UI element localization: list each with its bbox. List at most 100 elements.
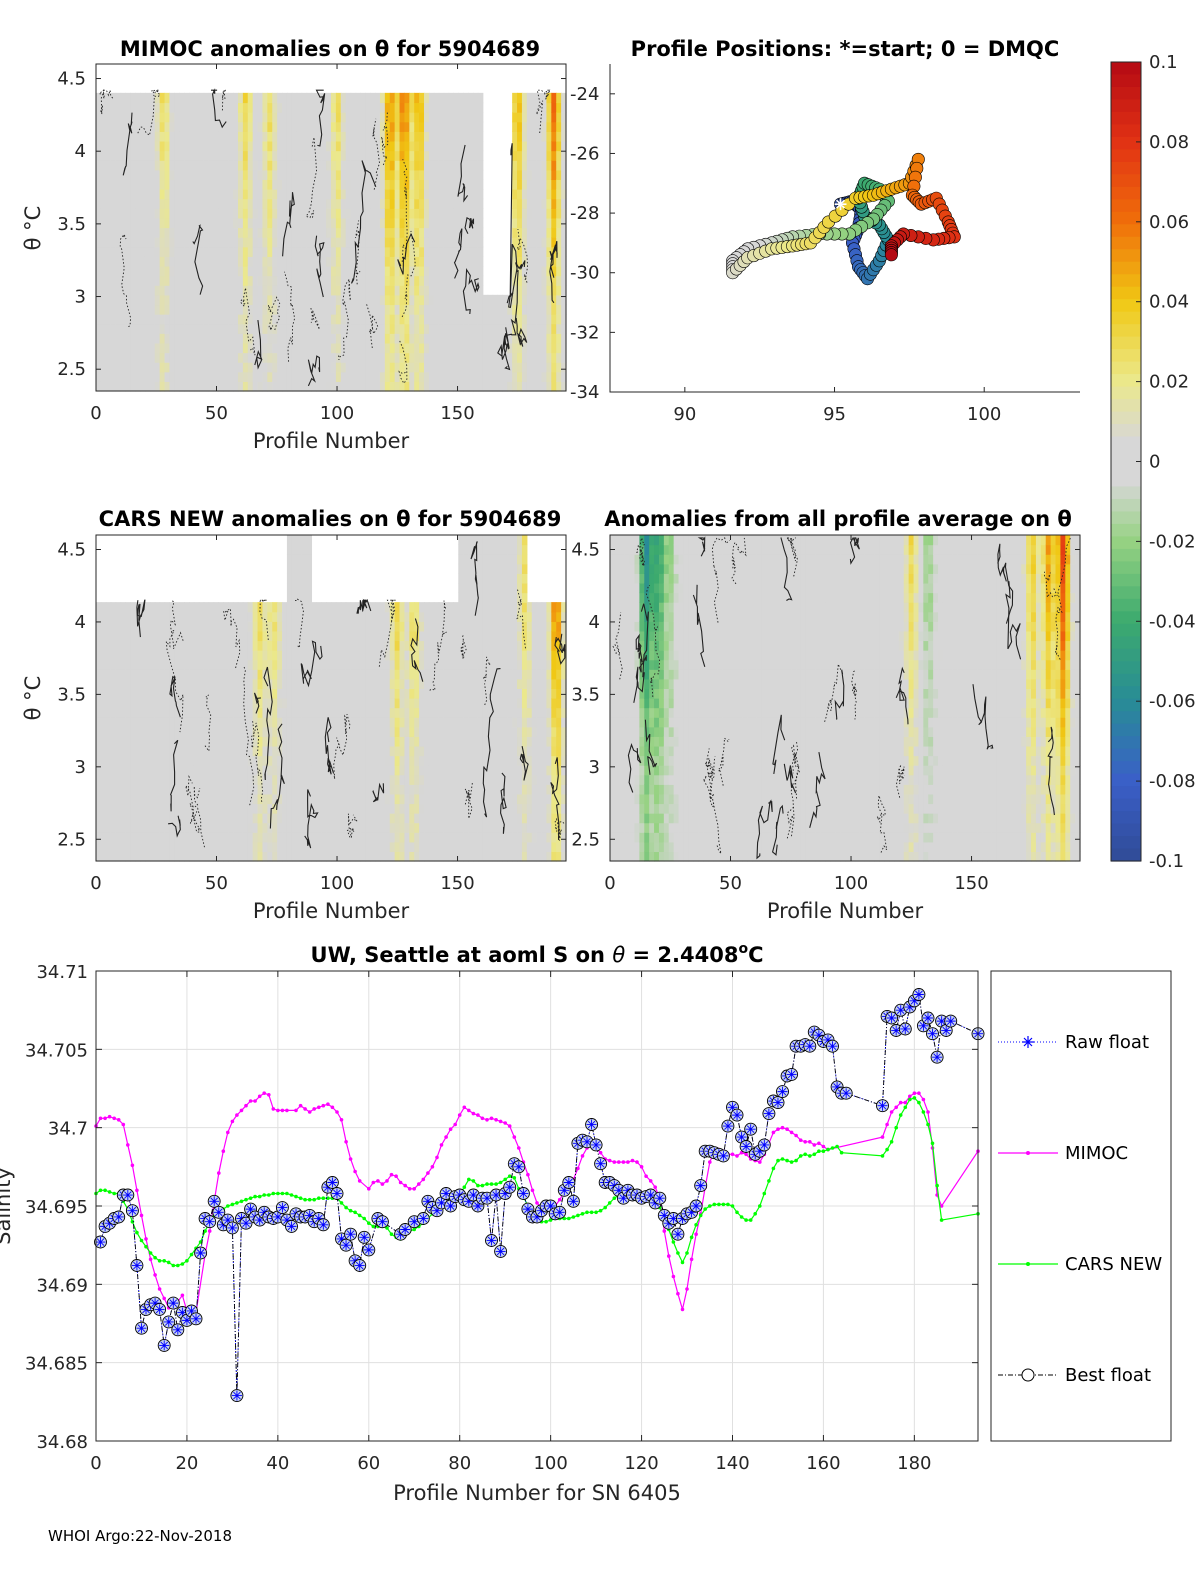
- heatmap-cell: [267, 112, 273, 123]
- heatmap-cell: [306, 592, 313, 603]
- heatmap-cell: [198, 333, 205, 344]
- heatmap-cell: [394, 265, 401, 277]
- heatmap-cell: [384, 755, 391, 766]
- heatmap-cell: [321, 323, 327, 334]
- heatmap-cell: [130, 621, 136, 632]
- heatmap-cell: [326, 150, 332, 161]
- heatmap-cell: [130, 736, 136, 747]
- heatmap-cell: [223, 275, 229, 286]
- heatmap-cell: [247, 688, 254, 699]
- heatmap-cell: [375, 678, 381, 690]
- heatmap-cell: [404, 650, 410, 661]
- heatmap-cell: [389, 217, 396, 229]
- heatmap-cell: [316, 841, 322, 853]
- heatmap-cell: [556, 169, 562, 181]
- heatmap-cell: [404, 765, 410, 776]
- heatmap-cell: [262, 294, 268, 306]
- heatmap-cell: [218, 150, 224, 161]
- heatmap-cell: [105, 294, 112, 306]
- heatmap-cell: [193, 822, 200, 833]
- heatmap-cell: [218, 189, 224, 200]
- heatmap-cell: [286, 160, 293, 171]
- heatmap-cell: [267, 304, 273, 315]
- heatmap-cell: [272, 698, 278, 709]
- heatmap-cell: [286, 150, 293, 161]
- heatmap-cell: [379, 650, 386, 661]
- heatmap-cell: [164, 832, 171, 843]
- heatmap-cell: [365, 333, 371, 344]
- heatmap-cell: [414, 256, 420, 267]
- heatmap-cell: [311, 813, 317, 824]
- heatmap-cell: [237, 227, 244, 238]
- heatmap-cell: [154, 92, 161, 104]
- heatmap-cell: [370, 179, 376, 190]
- heatmap-cell: [477, 131, 484, 142]
- heatmap-cell: [130, 659, 136, 670]
- heatmap-cell: [419, 813, 425, 824]
- heatmap-cell: [272, 169, 278, 181]
- heatmap-cell: [130, 169, 136, 181]
- heatmap-cell: [291, 813, 298, 824]
- heatmap-cell: [448, 179, 454, 190]
- heatmap-cell: [282, 813, 288, 824]
- heatmap-cell: [409, 726, 415, 737]
- heatmap-cell: [477, 140, 484, 152]
- heatmap-cell: [208, 208, 215, 219]
- heatmap-cell: [174, 352, 180, 363]
- heatmap-cell: [100, 717, 107, 728]
- heatmap-cell: [247, 832, 254, 843]
- heatmap-cell: [394, 765, 401, 776]
- heatmap-cell: [159, 650, 166, 661]
- heatmap-cell: [316, 208, 322, 219]
- heatmap-cell: [247, 333, 254, 344]
- heatmap-cell: [340, 611, 347, 622]
- heatmap-cell: [335, 208, 342, 219]
- heatmap-cell: [247, 140, 254, 152]
- heatmap-cell: [384, 784, 391, 795]
- heatmap-cell: [237, 755, 244, 766]
- heatmap-cell: [296, 92, 303, 104]
- heatmap-cell: [394, 650, 401, 661]
- heatmap-cell: [306, 208, 313, 219]
- heatmap-cell: [144, 189, 151, 200]
- heatmap-cell: [472, 169, 479, 181]
- heatmap-cell: [326, 237, 332, 248]
- heatmap-cell: [257, 640, 264, 651]
- heatmap-cell: [370, 150, 376, 161]
- heatmap-cell: [100, 755, 107, 766]
- heatmap-cell: [375, 294, 381, 306]
- heatmap-cell: [340, 92, 347, 104]
- heatmap-cell: [115, 131, 122, 142]
- heatmap-cell: [340, 813, 347, 824]
- heatmap-cell: [120, 803, 126, 814]
- heatmap-cell: [257, 726, 264, 737]
- heatmap-cell: [370, 832, 376, 843]
- heatmap-cell: [311, 640, 317, 651]
- heatmap-cell: [203, 362, 210, 373]
- heatmap-cell: [203, 227, 210, 238]
- heatmap-cell: [218, 726, 224, 737]
- heatmap-cell: [179, 371, 185, 382]
- heatmap-cell: [125, 640, 131, 651]
- heatmap-cell: [409, 323, 415, 334]
- heatmap-cell: [394, 784, 401, 795]
- heatmap-cell: [375, 621, 381, 632]
- heatmap-cell: [414, 793, 420, 805]
- heatmap-cell: [424, 294, 430, 306]
- heatmap-cell: [257, 150, 264, 161]
- heatmap-cell: [526, 140, 533, 152]
- heatmap-cell: [326, 256, 332, 267]
- heatmap-cell: [321, 121, 327, 132]
- heatmap-cell: [125, 621, 131, 632]
- heatmap-cell: [526, 169, 533, 181]
- heatmap-cell: [96, 726, 102, 737]
- heatmap-cell: [203, 198, 210, 209]
- heatmap-cell: [321, 698, 327, 709]
- heatmap-cell: [208, 294, 215, 306]
- heatmap-cell: [286, 285, 293, 296]
- heatmap-cell: [144, 150, 151, 161]
- heatmap-cell: [360, 323, 366, 334]
- heatmap-cell: [360, 208, 366, 219]
- heatmap-cell: [272, 140, 278, 152]
- heatmap-cell: [272, 659, 278, 670]
